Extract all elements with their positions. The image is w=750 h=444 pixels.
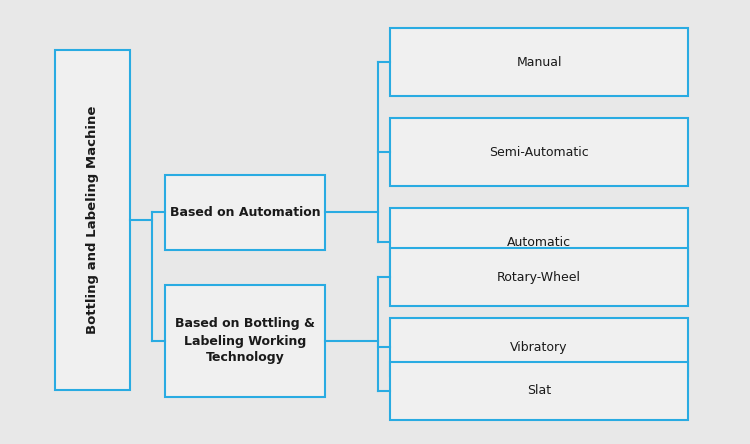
FancyBboxPatch shape — [390, 118, 688, 186]
Text: Automatic: Automatic — [507, 235, 571, 249]
FancyBboxPatch shape — [390, 248, 688, 306]
FancyBboxPatch shape — [165, 285, 325, 397]
Text: Slat: Slat — [527, 385, 551, 397]
Text: Vibratory: Vibratory — [510, 341, 568, 353]
FancyBboxPatch shape — [55, 50, 130, 390]
FancyBboxPatch shape — [390, 318, 688, 376]
Text: Manual: Manual — [516, 56, 562, 68]
Text: Based on Bottling &
Labeling Working
Technology: Based on Bottling & Labeling Working Tec… — [175, 317, 315, 365]
FancyBboxPatch shape — [390, 28, 688, 96]
Text: Bottling and Labeling Machine: Bottling and Labeling Machine — [86, 106, 99, 334]
Text: Rotary-Wheel: Rotary-Wheel — [497, 270, 581, 284]
Text: Based on Automation: Based on Automation — [170, 206, 320, 219]
FancyBboxPatch shape — [165, 175, 325, 250]
Text: Semi-Automatic: Semi-Automatic — [489, 146, 589, 159]
FancyBboxPatch shape — [390, 362, 688, 420]
FancyBboxPatch shape — [390, 208, 688, 276]
